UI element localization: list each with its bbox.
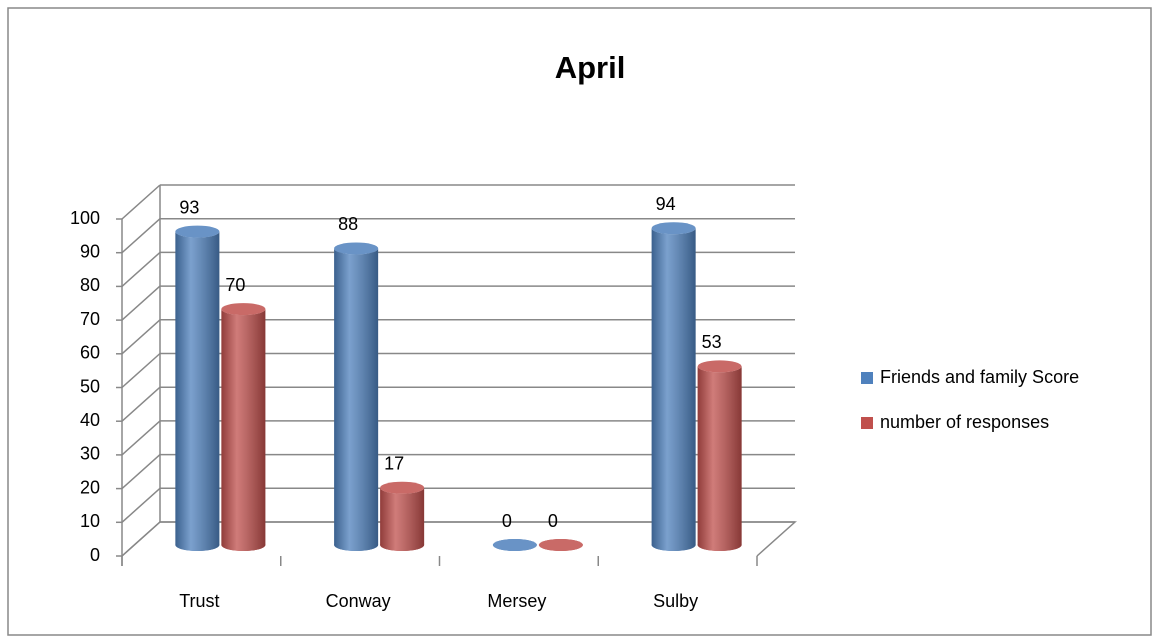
data-label: 0: [548, 511, 558, 531]
y-tick-label: 60: [80, 343, 100, 363]
grid-line: [121, 420, 161, 456]
y-tick-label: 100: [70, 208, 100, 228]
bar-top-shine: [697, 360, 742, 373]
grid-line: [121, 521, 161, 557]
data-label: 88: [338, 214, 358, 234]
bar-shade: [175, 231, 220, 551]
legend-label: number of responses: [880, 412, 1049, 432]
grid-line: [121, 251, 161, 287]
grid-line: [121, 285, 161, 321]
data-label: 94: [656, 194, 676, 214]
x-tick-label: Sulby: [653, 591, 698, 611]
y-tick-label: 90: [80, 241, 100, 261]
grid-line: [121, 218, 161, 254]
bar-top: [380, 481, 425, 494]
bar-shade: [334, 248, 379, 551]
bar-top-shine: [651, 222, 696, 235]
bar-top: [538, 539, 583, 551]
y-tick-label: 40: [80, 410, 100, 430]
bar-top: [651, 222, 696, 235]
chart-title: April: [555, 50, 626, 85]
y-tick-label: 70: [80, 309, 100, 329]
bar-shade: [697, 366, 742, 551]
grid-line: [121, 352, 161, 389]
bar-shade: [221, 309, 266, 551]
x-tick-label: Trust: [179, 591, 219, 611]
grid-line: [121, 319, 161, 355]
bar-top: [221, 303, 266, 316]
bar-top-shine: [538, 539, 583, 551]
y-tick-label: 10: [80, 511, 100, 531]
bar-top: [334, 242, 379, 255]
bar-top: [492, 539, 537, 551]
bar-top: [697, 360, 742, 373]
data-label: 0: [502, 511, 512, 531]
grid-line: [121, 454, 161, 490]
grid-line: [121, 184, 161, 220]
grid-line: [121, 487, 161, 523]
legend-swatch: [861, 372, 873, 384]
y-tick-label: 20: [80, 477, 100, 497]
bar-top: [175, 225, 220, 238]
bar-top-shine: [492, 539, 537, 551]
bar-top-shine: [175, 225, 220, 238]
bar-shade: [651, 228, 696, 551]
x-tick-label: Mersey: [487, 591, 546, 611]
grid-line: [121, 386, 161, 422]
data-label: 93: [179, 197, 199, 217]
x-tick-label: Conway: [326, 591, 391, 611]
legend-swatch: [861, 417, 873, 429]
y-tick-label: 0: [90, 545, 100, 565]
legend-label: Friends and family Score: [880, 367, 1079, 387]
bar-top-shine: [380, 481, 425, 494]
bar-top-shine: [221, 303, 266, 316]
data-label: 53: [702, 332, 722, 352]
y-tick-label: 80: [80, 275, 100, 295]
data-label: 17: [384, 453, 404, 473]
data-label: 70: [225, 275, 245, 295]
y-tick-label: 50: [80, 376, 100, 396]
bar-top-shine: [334, 242, 379, 255]
y-tick-label: 30: [80, 444, 100, 464]
bar-shade: [380, 487, 425, 551]
